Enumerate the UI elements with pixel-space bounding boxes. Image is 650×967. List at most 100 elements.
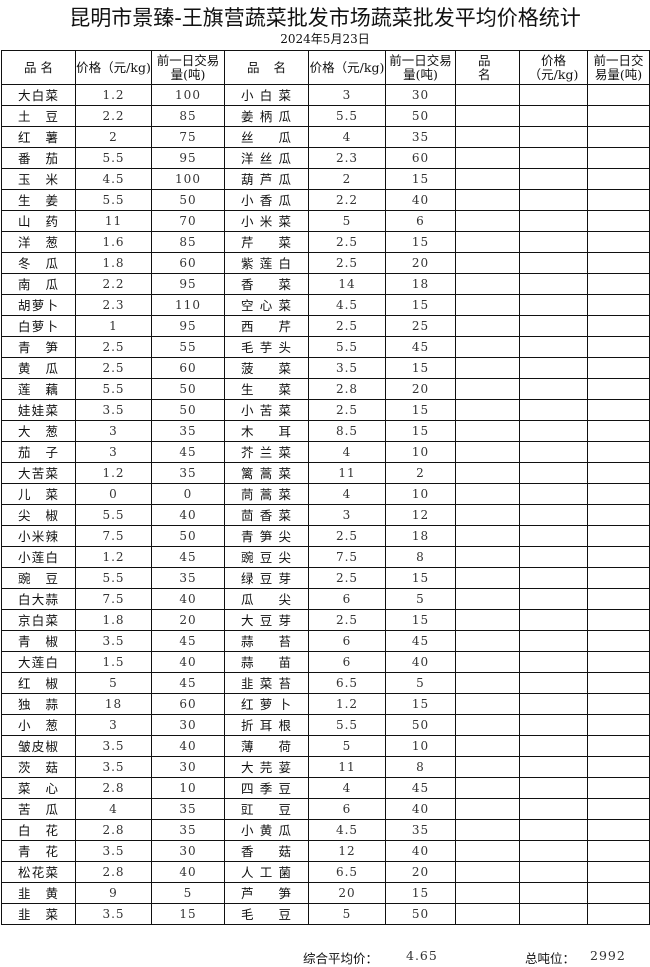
volume-cell: 15	[385, 231, 456, 253]
price-cell: 3	[75, 441, 152, 463]
volume-cell: 35	[151, 819, 225, 841]
vegetable-name: 小米辣	[1, 525, 76, 547]
vegetable-name: 苦瓜	[1, 798, 76, 820]
price-cell: 2.5	[75, 357, 152, 379]
empty-price-cell	[519, 840, 588, 862]
price-cell: 5.5	[75, 147, 152, 169]
vegetable-name: 大豆芽	[224, 609, 309, 631]
table-row: 大莲白 1.5 40 蒜苗 6 40	[1, 651, 650, 673]
volume-cell: 15	[385, 693, 456, 715]
price-cell: 4.5	[308, 819, 386, 841]
empty-name-cell	[455, 840, 520, 862]
volume-cell: 0	[151, 483, 225, 505]
price-cell: 5	[308, 210, 386, 232]
empty-volume-cell	[587, 336, 650, 358]
vegetable-name: 折耳根	[224, 714, 309, 736]
empty-price-cell	[519, 441, 588, 463]
vegetable-name: 木耳	[224, 420, 309, 442]
volume-cell: 30	[151, 714, 225, 736]
volume-cell: 5	[385, 588, 456, 610]
table-row: 青椒 3.5 45 蒜苔 6 45	[1, 630, 650, 652]
volume-cell: 20	[385, 378, 456, 400]
empty-volume-cell	[587, 903, 650, 925]
empty-name-cell	[455, 231, 520, 253]
average-price-value: 4.65	[406, 948, 438, 963]
empty-volume-cell	[587, 462, 650, 484]
table-row: 大苦菜 1.2 35 篱蒿菜 11 2	[1, 462, 650, 484]
price-cell: 5	[75, 672, 152, 694]
price-cell: 2.2	[75, 105, 152, 127]
volume-cell: 50	[151, 378, 225, 400]
table-row: 白大蒜 7.5 40 瓜尖 6 5	[1, 588, 650, 610]
volume-cell: 45	[151, 546, 225, 568]
price-cell: 7.5	[308, 546, 386, 568]
price-cell: 2.5	[308, 231, 386, 253]
empty-volume-cell	[587, 252, 650, 274]
empty-price-cell	[519, 84, 588, 106]
vegetable-name: 大苦菜	[1, 462, 76, 484]
vegetable-name: 莲藕	[1, 378, 76, 400]
vegetable-name: 紫莲白	[224, 252, 309, 274]
empty-name-cell	[455, 441, 520, 463]
empty-volume-cell	[587, 609, 650, 631]
table-row: 儿菜 0 0 茼蒿菜 4 10	[1, 483, 650, 505]
empty-volume-cell	[587, 420, 650, 442]
price-cell: 1.2	[75, 462, 152, 484]
empty-volume-cell	[587, 504, 650, 526]
vegetable-name: 洋葱	[1, 231, 76, 253]
vegetable-name: 薄荷	[224, 735, 309, 757]
empty-price-cell	[519, 714, 588, 736]
empty-name-cell	[455, 861, 520, 883]
price-cell: 1.2	[75, 84, 152, 106]
volume-cell: 10	[385, 441, 456, 463]
empty-name-cell	[455, 567, 520, 589]
price-cell: 1.8	[75, 252, 152, 274]
volume-cell: 8	[385, 756, 456, 778]
vegetable-name: 西芹	[224, 315, 309, 337]
volume-cell: 45	[385, 777, 456, 799]
price-cell: 14	[308, 273, 386, 295]
header-volume: 前一日交易量(吨)	[151, 50, 225, 85]
vegetable-name: 毛芋头	[224, 336, 309, 358]
vegetable-name: 芥兰菜	[224, 441, 309, 463]
price-cell: 3	[75, 714, 152, 736]
vegetable-name: 小黄瓜	[224, 819, 309, 841]
table-row: 山药 11 70 小米菜 5 6	[1, 210, 650, 232]
price-cell: 5.5	[75, 567, 152, 589]
vegetable-name: 红椒	[1, 672, 76, 694]
empty-price-cell	[519, 357, 588, 379]
price-cell: 3.5	[75, 399, 152, 421]
price-cell: 11	[308, 756, 386, 778]
vegetable-name: 瓜尖	[224, 588, 309, 610]
empty-price-cell	[519, 903, 588, 925]
price-cell: 4	[308, 777, 386, 799]
price-cell: 1.5	[75, 651, 152, 673]
empty-price-cell	[519, 315, 588, 337]
header-volume: 前一日交易量(吨)	[587, 50, 650, 85]
price-cell: 2.5	[308, 252, 386, 274]
volume-cell: 15	[385, 357, 456, 379]
volume-cell: 20	[385, 252, 456, 274]
vegetable-name: 葫芦瓜	[224, 168, 309, 190]
vegetable-name: 小苦菜	[224, 399, 309, 421]
vegetable-name: 小白菜	[224, 84, 309, 106]
vegetable-name: 玉米	[1, 168, 76, 190]
empty-name-cell	[455, 798, 520, 820]
price-cell: 1.6	[75, 231, 152, 253]
price-cell: 6.5	[308, 861, 386, 883]
empty-volume-cell	[587, 189, 650, 211]
table-row: 冬瓜 1.8 60 紫莲白 2.5 20	[1, 252, 650, 274]
volume-cell: 10	[385, 483, 456, 505]
price-cell: 6	[308, 651, 386, 673]
vegetable-name: 绿豆芽	[224, 567, 309, 589]
header-row: 品名 价格（元/kg) 前一日交易量(吨) 品名 价格（元/kg) 前一日交易量…	[1, 50, 650, 85]
empty-name-cell	[455, 693, 520, 715]
empty-price-cell	[519, 546, 588, 568]
empty-name-cell	[455, 777, 520, 799]
empty-price-cell	[519, 105, 588, 127]
empty-price-cell	[519, 210, 588, 232]
empty-price-cell	[519, 420, 588, 442]
table-row: 白萝卜 1 95 西芹 2.5 25	[1, 315, 650, 337]
empty-price-cell	[519, 819, 588, 841]
empty-volume-cell	[587, 126, 650, 148]
